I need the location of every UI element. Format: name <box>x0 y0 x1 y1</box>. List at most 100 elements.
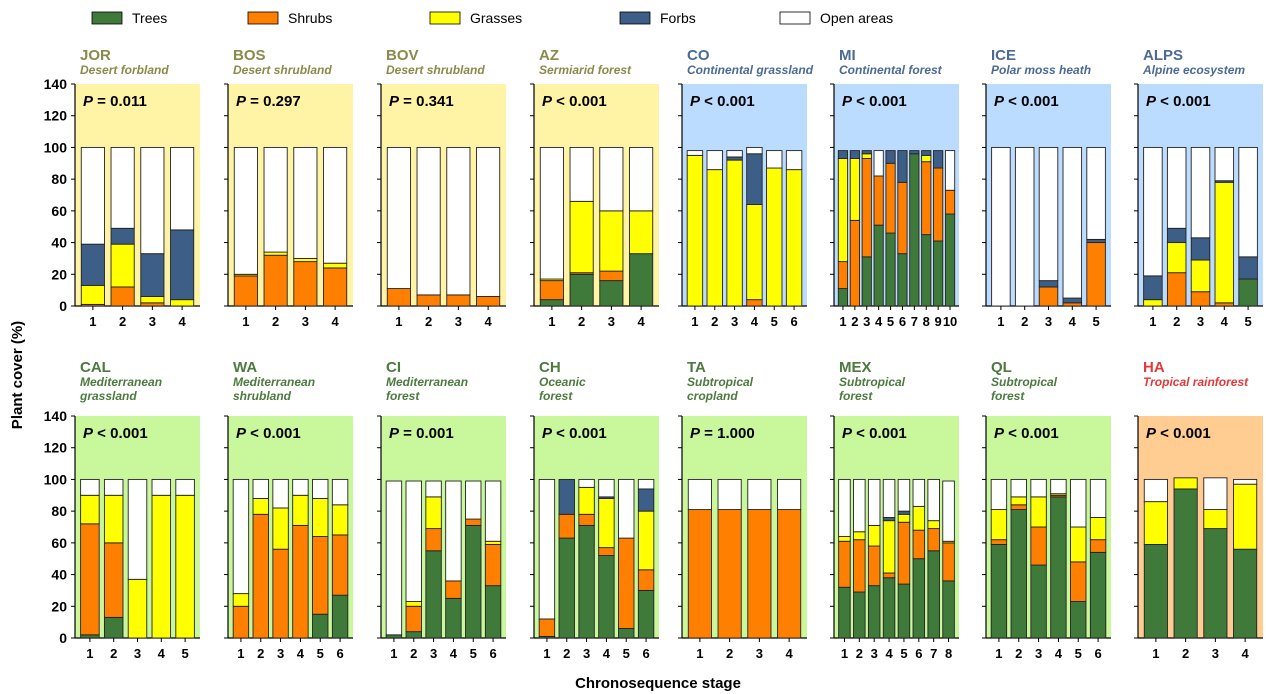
bar-segment-trees <box>897 253 908 307</box>
bar-segment-shrubs <box>323 267 348 307</box>
p-value: P < 0.001 <box>1146 93 1211 110</box>
bar-segment-open-areas <box>706 150 723 171</box>
bar-segment-grasses <box>405 601 422 607</box>
site-description: forest <box>386 389 420 403</box>
bar-segment-trees <box>80 634 100 639</box>
site-description: Tropical rainforest <box>1143 375 1249 389</box>
legend-item-trees: Trees <box>91 10 167 26</box>
bar-segment-open-areas <box>1070 478 1087 528</box>
x-tick-label: 5 <box>317 646 324 661</box>
bar-segment-shrubs <box>990 539 1008 545</box>
y-tick-label: 0 <box>59 298 67 314</box>
bar-segment-grasses <box>637 510 655 571</box>
bar-segment-forbs <box>1143 275 1163 301</box>
bar-segment-trees <box>1050 496 1067 639</box>
bar-segment-shrubs <box>405 605 422 633</box>
bar-bos-3 <box>293 146 318 307</box>
bar-segment-open-areas <box>618 478 635 539</box>
bar-segment-grasses <box>312 498 329 537</box>
panel-background <box>834 416 959 638</box>
bar-segment-open-areas <box>1238 146 1258 258</box>
bar-segment-grasses <box>1089 517 1107 541</box>
site-code: ALPS <box>1143 47 1183 64</box>
bar-segment-grasses <box>263 251 288 256</box>
y-tick-label: 80 <box>51 503 67 519</box>
bar-segment-grasses <box>292 494 309 526</box>
bar-bov-2 <box>416 146 441 307</box>
bar-segment-open-areas <box>882 478 896 518</box>
bar-segment-grasses <box>578 486 595 515</box>
site-description: Alpine ecosystem <box>1142 63 1245 77</box>
bar-segment-open-areas <box>944 150 956 191</box>
bar-segment-forbs <box>637 488 655 512</box>
x-tick-label: 1 <box>997 314 1004 329</box>
bar-segment-shrubs <box>110 286 135 307</box>
bar-bov-4 <box>476 146 501 307</box>
bar-cal-5 <box>175 478 195 639</box>
bar-segment-grasses <box>293 257 318 263</box>
bar-segment-forbs <box>921 150 932 156</box>
bar-mex-8 <box>942 480 955 639</box>
bar-segment-grasses <box>849 158 860 221</box>
bar-segment-shrubs <box>942 542 955 582</box>
bar-segment-shrubs <box>944 189 956 215</box>
legend-swatch <box>247 11 279 25</box>
bar-segment-shrubs <box>885 162 896 234</box>
p-value: P < 0.001 <box>690 93 755 110</box>
bar-segment-grasses <box>837 158 849 263</box>
bar-ql-3 <box>1030 478 1047 639</box>
bar-segment-grasses <box>912 505 926 531</box>
x-tick-label: 3 <box>871 646 878 661</box>
x-tick-label: 2 <box>856 646 863 661</box>
bar-ice-1 <box>991 146 1011 307</box>
y-tick-label: 60 <box>51 535 67 551</box>
bar-segment-grasses <box>175 494 195 639</box>
bar-segment-trees <box>873 224 884 307</box>
site-description: Polar moss heath <box>991 63 1091 77</box>
y-tick-label: 120 <box>44 440 68 456</box>
legend-label: Trees <box>132 10 167 26</box>
bar-segment-open-areas <box>1089 478 1107 518</box>
bar-segment-open-areas <box>838 478 851 537</box>
site-code: BOV <box>386 47 419 64</box>
bar-segment-open-areas <box>599 146 624 212</box>
bar-segment-grasses <box>1233 483 1258 550</box>
bar-segment-trees <box>838 586 851 639</box>
x-tick-label: 6 <box>1094 646 1101 661</box>
bar-bos-2 <box>263 146 288 307</box>
bar-segment-trees <box>1238 278 1258 307</box>
bar-segment-forbs <box>897 150 908 183</box>
bar-ql-4 <box>1050 478 1067 639</box>
x-tick-label: 1 <box>839 314 846 329</box>
x-tick-label: 10 <box>943 314 957 329</box>
bar-segment-forbs <box>170 229 195 301</box>
bar-segment-open-areas <box>539 146 564 280</box>
bar-segment-open-areas <box>252 478 269 499</box>
bar-cal-2 <box>103 478 124 639</box>
x-tick-label: 3 <box>863 314 870 329</box>
bar-segment-open-areas <box>1010 478 1027 498</box>
x-tick-label: 2 <box>1182 646 1189 661</box>
bar-segment-forbs <box>933 150 944 169</box>
bar-segment-forbs <box>1062 297 1083 304</box>
bar-segment-shrubs <box>1190 291 1211 307</box>
x-tick-label: 4 <box>450 646 458 661</box>
bar-segment-forbs <box>1238 256 1258 280</box>
x-tick-label: 1 <box>995 646 1002 661</box>
bar-segment-open-areas <box>233 146 258 275</box>
legend-item-shrubs: Shrubs <box>247 10 332 26</box>
bar-segment-shrubs <box>538 618 556 637</box>
site-description: Continental grassland <box>687 63 814 77</box>
x-tick-label: 2 <box>1015 646 1022 661</box>
bar-segment-open-areas <box>110 146 135 229</box>
bar-segment-grasses <box>252 498 269 515</box>
bar-segment-open-areas <box>323 146 348 264</box>
